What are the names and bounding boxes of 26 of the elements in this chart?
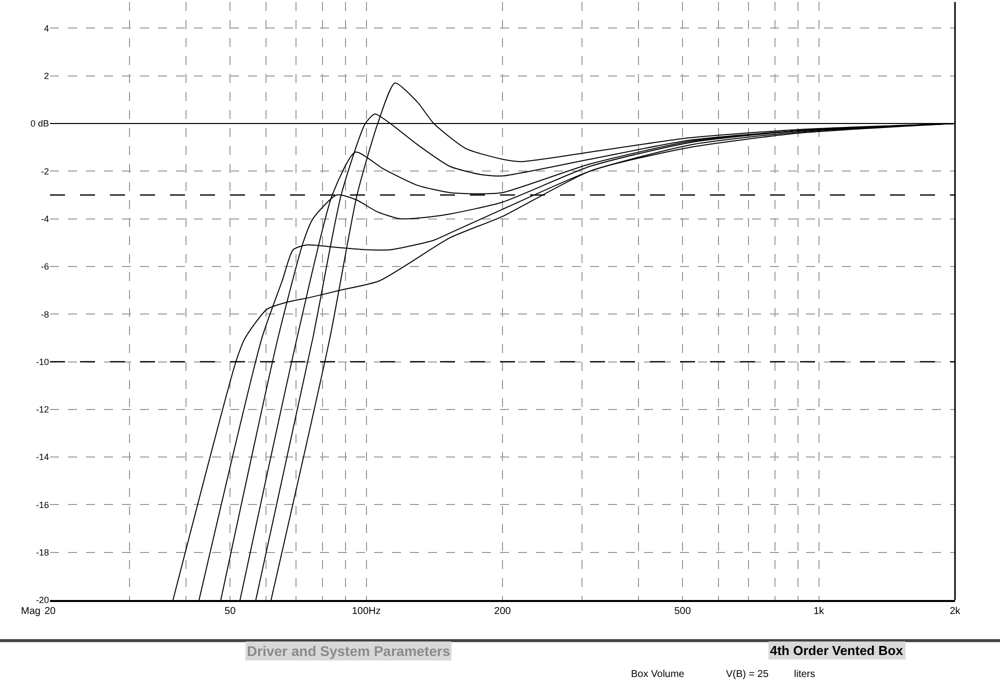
- y-tick-label: 4: [44, 23, 49, 34]
- y-tick-label: -4: [40, 214, 49, 224]
- y-tick-label: -6: [40, 262, 49, 272]
- x-tick-label: 100Hz: [352, 606, 381, 617]
- x-tick-label: 1k: [814, 606, 826, 617]
- y-tick-label: -20: [36, 595, 49, 606]
- x-tick-label: 2k: [950, 606, 962, 617]
- y-tick-label: -8: [40, 309, 49, 320]
- y-tick-label: 2: [44, 71, 49, 82]
- y-axis-title: Mag: [21, 606, 40, 617]
- y-tick-label: -10: [36, 356, 49, 367]
- y-tick-label: -18: [36, 548, 49, 558]
- text: liters: [794, 669, 816, 680]
- text: 4th Order Vented Box: [770, 643, 904, 658]
- y-tick-label: -16: [36, 500, 49, 510]
- text: Driver and System Parameters: [247, 643, 450, 659]
- text: V(B) = 25: [726, 669, 769, 680]
- x-tick-label: 200: [494, 606, 512, 617]
- x-tick-label: 50: [224, 606, 236, 617]
- y-tick-label: 0 dB: [30, 118, 49, 129]
- x-tick-label: 20: [44, 606, 56, 617]
- y-tick-label: -14: [36, 452, 49, 462]
- y-tick-label: -12: [36, 404, 49, 415]
- y-tick-label: -2: [40, 166, 49, 176]
- text: Box Volume: [631, 669, 685, 680]
- x-tick-label: 500: [674, 606, 692, 617]
